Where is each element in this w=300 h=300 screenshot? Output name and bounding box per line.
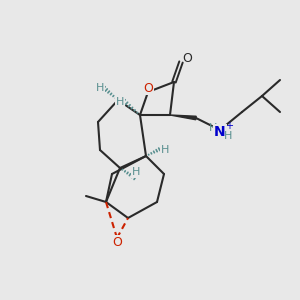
- Text: O: O: [112, 236, 122, 248]
- Text: O: O: [182, 52, 192, 64]
- Text: N: N: [214, 125, 226, 139]
- Text: H: H: [132, 167, 140, 177]
- Text: H: H: [161, 145, 169, 155]
- Text: H: H: [224, 131, 232, 141]
- Text: O: O: [143, 82, 153, 94]
- Text: H: H: [209, 123, 217, 133]
- Text: +: +: [225, 121, 233, 131]
- Polygon shape: [170, 115, 196, 120]
- Text: H: H: [96, 83, 104, 93]
- Text: H: H: [116, 97, 124, 107]
